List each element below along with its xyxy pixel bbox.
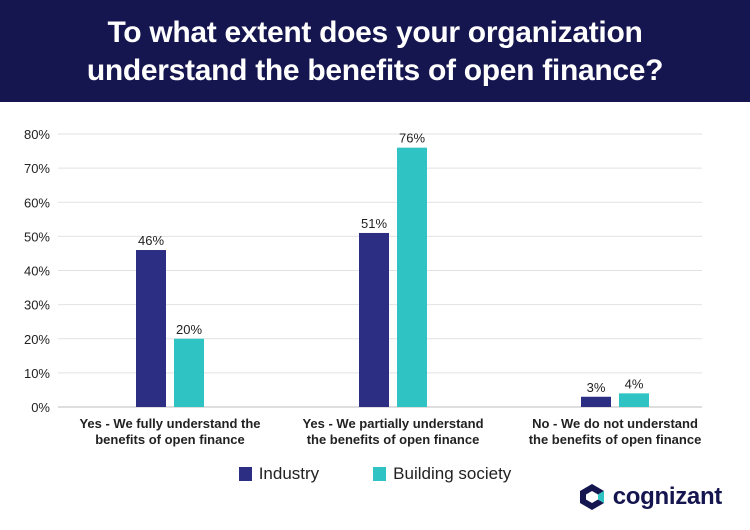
y-tick-label: 30% [24, 298, 50, 313]
bar [359, 232, 389, 407]
bar [581, 396, 611, 407]
legend-item-building-society: Building society [373, 464, 511, 484]
y-tick-label: 60% [24, 195, 50, 210]
x-category-label: Yes - We fully understand the [79, 416, 260, 431]
data-label: 20% [176, 322, 202, 337]
y-tick-label: 0% [31, 400, 50, 415]
y-tick-label: 80% [24, 127, 50, 142]
data-label: 4% [625, 376, 644, 391]
data-label: 3% [587, 380, 606, 395]
y-tick-label: 70% [24, 161, 50, 176]
x-category-label: the benefits of open finance [307, 432, 480, 447]
brand-logo: cognizant [577, 482, 722, 512]
bar-chart: 0% 10% 20% 30% 40% 50% 60% 70% 80% 46% 51% 3% 20% 76%… [24, 127, 702, 447]
y-tick-label: 50% [24, 229, 50, 244]
brand-name: cognizant [612, 483, 723, 510]
legend-swatch-building-society [373, 467, 387, 481]
cognizant-logo-icon [579, 484, 604, 510]
bar [619, 393, 649, 407]
legend: Industry Building society [0, 463, 750, 485]
bar [174, 338, 204, 407]
legend-label-industry: Industry [258, 464, 320, 483]
y-tick-label: 10% [24, 366, 50, 381]
chart-title: To what extent does your organization un… [0, 0, 750, 102]
y-tick-label: 20% [24, 332, 50, 347]
legend-item-industry: Industry [238, 464, 320, 484]
x-category-label: benefits of open finance [95, 432, 245, 447]
x-category-label: the benefits of open finance [529, 432, 702, 447]
x-category-label: No - We do not understand [532, 416, 698, 431]
title-line-2: understand the benefits of open finance? [86, 54, 664, 87]
x-category-label: Yes - We partially understand [302, 416, 483, 431]
data-label: 51% [361, 216, 387, 231]
bar [136, 250, 166, 407]
bar [397, 147, 427, 407]
legend-label-building-society: Building society [393, 464, 512, 483]
y-tick-label: 40% [24, 264, 50, 279]
legend-swatch-industry [238, 467, 252, 481]
data-label: 76% [399, 131, 425, 146]
data-label: 46% [138, 233, 164, 248]
title-line-1: To what extent does your organization [107, 16, 643, 49]
